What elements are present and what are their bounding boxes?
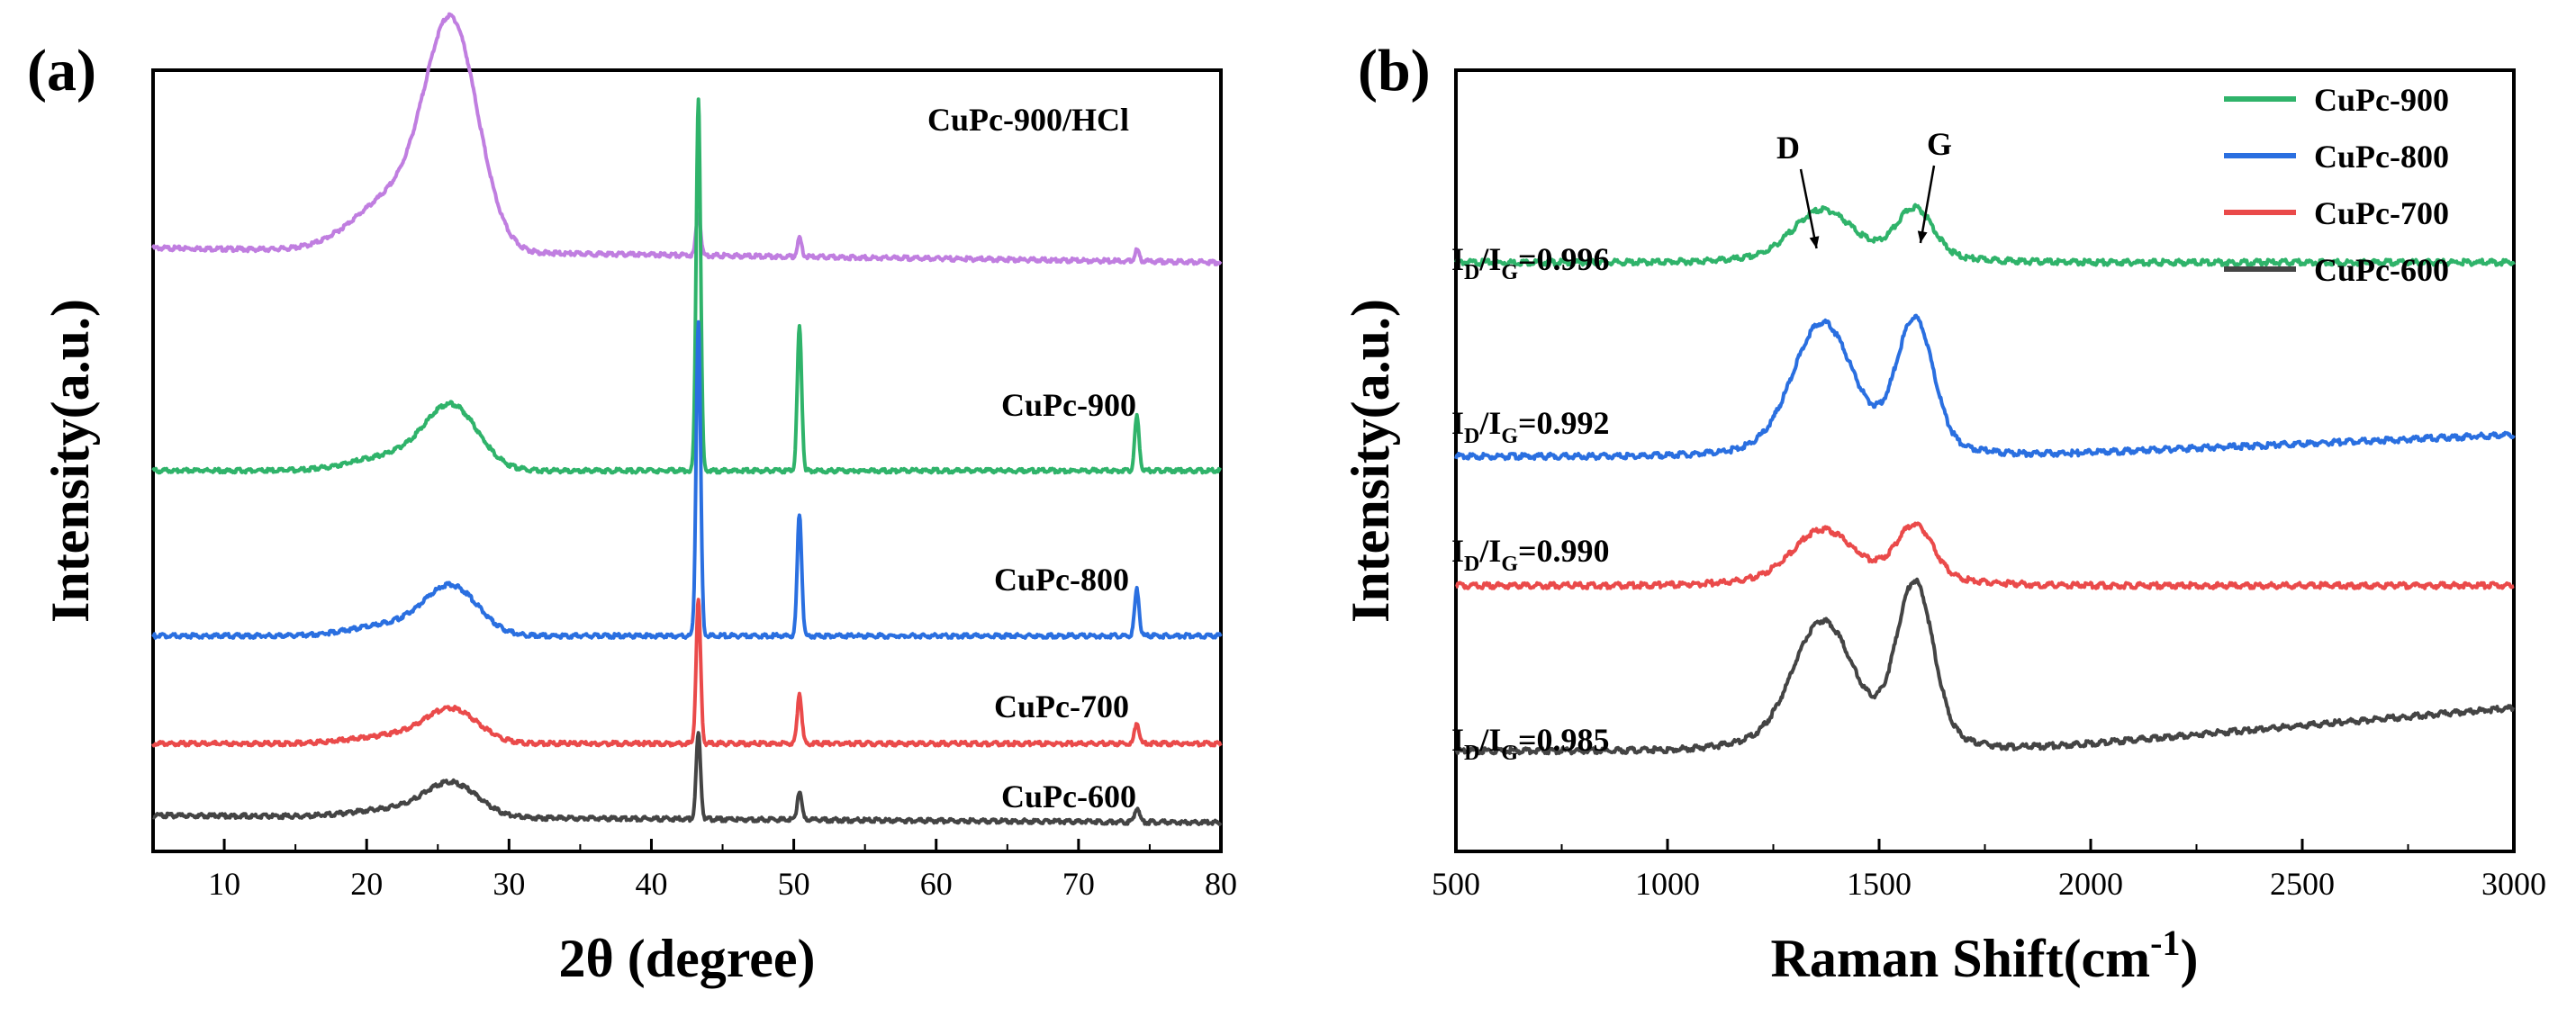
panel-a-x-axis-title: 2θ (degree) [558, 929, 815, 988]
series-line-cupc-800 [151, 320, 1223, 640]
panel-a-series-labels: CuPc-900/HCl CuPc-900 CuPc-800 CuPc-700 CuPc… [927, 102, 1136, 814]
panel-a-x-ticks: 10 20 30 40 50 60 70 80 [152, 839, 1237, 902]
x-tick-label: 1000 [1635, 866, 1700, 902]
x-tick-label: 30 [493, 866, 525, 902]
series-line-cupc-900-hcl [151, 12, 1223, 266]
x-tick-label: 2500 [2270, 866, 2335, 902]
ratio-label: ID/IG=0.990 [1451, 533, 1610, 576]
legend-label: CuPc-900 [2314, 82, 2449, 118]
x-tick-label: 10 [208, 866, 240, 902]
annotation-arrow-line [1919, 165, 1936, 244]
annotation-arrow-line [1799, 168, 1818, 249]
panel-b-chart: (b) ID/IG=0.996ID/IG=0.992ID/IG=0.990ID/… [1341, 38, 2546, 988]
panel-a-y-axis-title: Intensity(a.u.) [41, 299, 100, 623]
series-line-cupc-600 [151, 731, 1223, 826]
peak-annotation-d: D [1776, 130, 1800, 166]
series-label: CuPc-800 [994, 562, 1129, 598]
x-tick-label: 500 [1432, 866, 1480, 902]
x-tick-label: 50 [778, 866, 810, 902]
panel-a-letter: (a) [27, 38, 96, 104]
panel-b-letter: (b) [1358, 38, 1431, 104]
x-tick-label: 20 [350, 866, 383, 902]
x-tick-label: 70 [1062, 866, 1095, 902]
panel-b-x-ticks: 500 1000 1500 2000 2500 3000 [1432, 839, 2546, 902]
panel-b-ratio-labels: ID/IG=0.996 ID/IG=0.992 ID/IG=0.990 ID/IG=0… [1451, 241, 1610, 765]
panel-b-x-axis-title: Raman Shift(cm-1) [1771, 922, 2199, 988]
legend-label: CuPc-700 [2314, 195, 2449, 231]
x-tick-label: 60 [920, 866, 953, 902]
panel-b-y-axis-title: Intensity(a.u.) [1341, 299, 1400, 623]
panel-b-plot-frame [1454, 68, 2516, 853]
ratio-label: ID/IG=0.996 [1451, 241, 1610, 284]
series-line-cupc-900 [151, 97, 1223, 475]
x-tick-label: 80 [1205, 866, 1237, 902]
legend-label: CuPc-600 [2314, 252, 2449, 288]
x-tick-label: 3000 [2481, 866, 2546, 902]
series-label: CuPc-900/HCl [927, 102, 1129, 138]
series-line-cupc-600 [1454, 577, 2516, 756]
annotation-arrow-head [1917, 230, 1928, 243]
annotation-arrow-head [1809, 236, 1820, 248]
series-label: CuPc-900 [1001, 387, 1136, 423]
ratio-label: ID/IG=0.985 [1451, 722, 1610, 765]
ratio-label: ID/IG=0.992 [1451, 405, 1610, 448]
panel-a-chart: (a) CuPc-900/HCl CuPc-900 CuPc-800 CuPc-700… [27, 12, 1237, 988]
peak-annotation-g: G [1927, 126, 1952, 162]
x-tick-label: 40 [635, 866, 667, 902]
series-label: CuPc-700 [994, 688, 1129, 724]
x-tick-label: 1500 [1847, 866, 1912, 902]
panel-b-series-group [1454, 202, 2516, 756]
panel-b-legend: CuPc-900 CuPc-800 CuPc-700 CuPc-600 [2224, 82, 2449, 288]
panel-a-plot-frame [151, 68, 1223, 853]
series-line-cupc-900 [1454, 202, 2516, 267]
series-label: CuPc-600 [1001, 778, 1136, 814]
legend-label: CuPc-800 [2314, 139, 2449, 175]
series-line-cupc-700 [151, 598, 1223, 748]
series-line-cupc-800 [1454, 313, 2516, 462]
x-tick-label: 2000 [2058, 866, 2123, 902]
series-line-cupc-700 [1455, 521, 2515, 590]
panel-a-series-group [151, 12, 1223, 826]
